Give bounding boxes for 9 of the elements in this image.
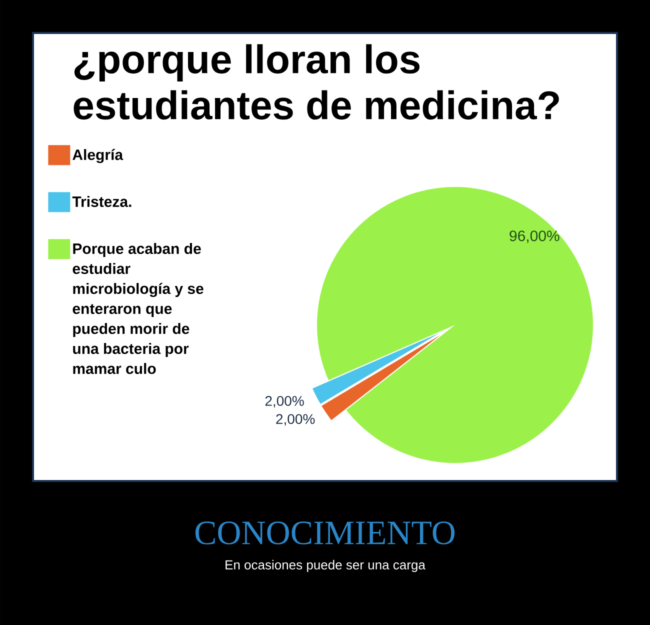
legend-label: Alegría: [72, 148, 124, 164]
legend-label: Porque acaban de estudiar microbiología y se enteraron que pueden morir de una bacteria por mamar culo: [72, 242, 204, 374]
text: En ocasiones puede ser una carga: [226, 560, 426, 572]
chart-title: ¿porque lloran los estudiantes de medicina?: [74, 44, 559, 120]
data-label: 96,00%: [510, 230, 560, 243]
data-label: 2,00%: [265, 396, 304, 408]
data-label: 2,00%: [276, 414, 315, 426]
legend-label: Tristeza.: [72, 196, 132, 208]
text: CONOCIMIENTO: [195, 522, 455, 544]
